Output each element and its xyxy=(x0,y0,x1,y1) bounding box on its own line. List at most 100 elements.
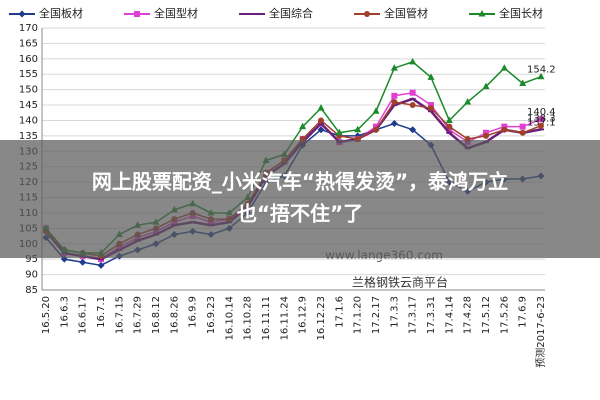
x-tick-label: 16.5.20 xyxy=(41,296,52,334)
x-tick-label: 17.5.26 xyxy=(499,296,510,334)
y-tick-label: 85 xyxy=(25,285,38,296)
marker xyxy=(391,92,398,99)
x-tick-label: 17.3.3 xyxy=(389,296,400,328)
marker xyxy=(409,126,417,134)
y-tick-label: 170 xyxy=(19,23,38,34)
overlay-text: 网上股票配资_小米汽车“热得发烫”，泰鸿万立 xyxy=(92,170,508,194)
marker xyxy=(428,110,434,113)
x-tick-label: 16.11.11 xyxy=(261,296,272,341)
marker xyxy=(409,89,416,96)
x-tick-label: 17.6.9 xyxy=(518,296,529,328)
x-tick-label: 16.8.12 xyxy=(151,296,162,334)
marker xyxy=(373,126,379,133)
x-tick-label: 16.9.23 xyxy=(206,296,217,334)
marker xyxy=(519,123,526,130)
marker xyxy=(446,123,453,130)
marker xyxy=(519,79,527,86)
x-tick-label: 17.3.17 xyxy=(408,296,419,334)
data-label: 138.3 xyxy=(527,114,556,125)
y-tick-label: 135 xyxy=(19,131,38,142)
x-tick-label: 16.8.26 xyxy=(169,296,180,334)
marker xyxy=(519,129,526,136)
marker xyxy=(317,104,325,111)
marker xyxy=(391,104,398,107)
x-tick-label: 16.6.17 xyxy=(78,296,89,334)
marker xyxy=(478,10,486,17)
y-tick-label: 155 xyxy=(19,69,38,80)
x-tick-label: 预测2017-6-23 xyxy=(534,296,547,368)
marker xyxy=(409,97,416,100)
marker xyxy=(538,122,544,129)
marker xyxy=(249,13,255,15)
marker xyxy=(501,126,508,133)
marker xyxy=(427,73,435,80)
marker xyxy=(483,132,489,139)
x-tick-label: 17.5.12 xyxy=(481,296,492,334)
legend-label: 全国综合 xyxy=(269,6,313,20)
y-tick-label: 165 xyxy=(19,38,38,49)
marker xyxy=(317,126,325,134)
x-tick-label: 16.11.24 xyxy=(279,296,290,341)
x-tick-label: 17.2.17 xyxy=(371,296,382,334)
marker xyxy=(428,102,434,109)
marker xyxy=(464,97,472,105)
marker xyxy=(18,10,26,18)
data-label: 140.4 xyxy=(527,107,556,118)
y-tick-label: 150 xyxy=(19,85,38,96)
marker xyxy=(318,122,324,125)
x-tick-label: 16.10.14 xyxy=(224,296,235,341)
x-tick-label: 16.10.28 xyxy=(243,296,254,341)
marker xyxy=(373,123,379,130)
x-tick-label: 16.7.15 xyxy=(114,296,125,334)
legend-label: 全国长材 xyxy=(499,6,543,20)
x-tick-label: 17.3.31 xyxy=(426,296,437,334)
legend-label: 全国板材 xyxy=(39,6,83,20)
x-tick-label: 17.1.20 xyxy=(353,296,364,334)
x-tick-label: 17.4.14 xyxy=(444,296,455,334)
marker xyxy=(483,129,489,136)
y-tick-label: 160 xyxy=(19,54,38,65)
marker xyxy=(482,82,490,90)
marker xyxy=(445,116,453,123)
x-tick-label: 16.12.9 xyxy=(298,296,309,334)
y-tick-label: 90 xyxy=(25,270,38,281)
marker xyxy=(538,116,544,123)
marker xyxy=(364,11,370,17)
y-tick-label: 95 xyxy=(25,254,38,265)
source-note: 兰格钢铁云商平台 xyxy=(352,275,448,290)
marker xyxy=(335,128,343,136)
overlay-text: 也“捂不住”了 xyxy=(237,202,363,226)
overlay-banner xyxy=(0,140,600,258)
marker xyxy=(446,131,453,134)
marker xyxy=(79,258,87,266)
x-tick-label: 16.7.1 xyxy=(96,296,107,328)
marker xyxy=(538,128,544,131)
marker xyxy=(318,117,324,124)
marker xyxy=(372,107,380,114)
marker xyxy=(299,122,307,130)
legend-label: 全国型材 xyxy=(154,6,198,20)
marker xyxy=(354,125,362,133)
x-tick-label: 16.6.3 xyxy=(59,296,70,328)
x-tick-label: 16.9.9 xyxy=(188,296,199,328)
data-label: 154.2 xyxy=(527,65,556,76)
y-tick-label: 145 xyxy=(19,100,38,111)
marker xyxy=(500,64,508,71)
marker xyxy=(501,123,508,130)
y-tick-label: 140 xyxy=(19,115,38,126)
marker xyxy=(390,64,398,71)
marker xyxy=(409,102,416,109)
x-tick-label: 17.4.28 xyxy=(463,296,474,334)
marker xyxy=(98,258,104,261)
marker xyxy=(134,11,140,17)
marker xyxy=(97,261,105,269)
marker xyxy=(390,120,398,128)
x-tick-label: 17.1.6 xyxy=(334,296,345,328)
legend-label: 全国管材 xyxy=(384,6,428,20)
marker xyxy=(391,98,398,105)
marker xyxy=(446,126,453,133)
marker xyxy=(537,72,545,80)
x-tick-label: 16.7.29 xyxy=(133,296,144,334)
marker xyxy=(409,57,417,65)
